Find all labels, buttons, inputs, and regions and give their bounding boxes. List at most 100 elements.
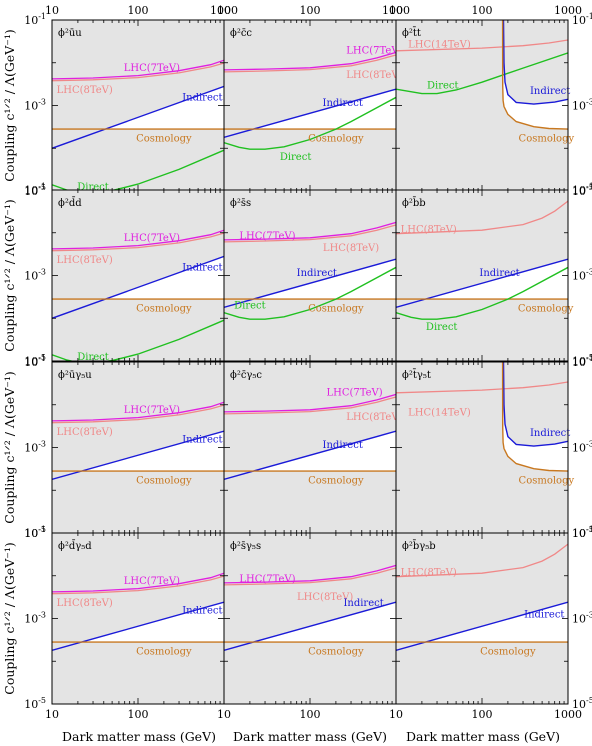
- series-lhc-7tev--line: [52, 59, 224, 80]
- curve-label: LHC(8TeV): [401, 224, 457, 235]
- curve-label: Direct: [427, 81, 459, 92]
- x-tick-label: 100: [300, 708, 321, 721]
- x-tick-label: 1000: [554, 4, 582, 17]
- curve-label: LHC(14TeV): [408, 39, 471, 50]
- panel-title: ϕ²c̄γ₅c: [230, 370, 262, 381]
- series-direct-line: [396, 266, 568, 320]
- curve-label: Direct: [77, 352, 109, 363]
- curve-label: Cosmology: [480, 646, 536, 657]
- x-axis-label: Dark matter mass (GeV): [233, 729, 387, 744]
- series-lhc-7tev--line: [224, 393, 396, 413]
- curve-label: Cosmology: [519, 475, 575, 486]
- curve-label: LHC(7TeV): [239, 231, 295, 242]
- series-lhc-8tev--line: [224, 224, 396, 243]
- series-lhc-7tev--line: [224, 51, 396, 71]
- y-tick-label: 10-3: [24, 98, 46, 113]
- y-tick-label: 10-1: [572, 354, 592, 369]
- series-lhc-8tev--line: [52, 62, 224, 82]
- series-lhc-14tev--line: [396, 39, 568, 52]
- curve-label: Direct: [234, 300, 266, 311]
- x-tick-label: 1000: [382, 4, 410, 17]
- panel-title: ϕ²t̄γ₅t: [402, 369, 431, 381]
- curve-label: LHC(8TeV): [323, 243, 379, 254]
- curve-label: Indirect: [297, 268, 337, 279]
- panel-ug5u: LHC(7TeV) LHC(8TeV) Indirect Cosmology ϕ²ūγ₅…: [2, 354, 225, 540]
- series-lhc-8tev--line: [396, 200, 568, 235]
- series-indirect-line: [52, 255, 224, 319]
- y-tick-label: 10-3: [24, 440, 46, 455]
- x-axis-label: Dark matter mass (GeV): [406, 729, 560, 744]
- series-lhc-14tev--line: [396, 381, 568, 394]
- curve-label: LHC(8TeV): [57, 598, 113, 609]
- axis-labels-group: Dark matter mass (GeV) Dark matter mass …: [62, 729, 560, 744]
- series-indirect-line: [502, 362, 568, 447]
- series-lhc-8tev--line: [224, 396, 396, 415]
- y-tick-label: 10-3: [572, 440, 592, 455]
- curve-label: Cosmology: [136, 303, 192, 314]
- curve-label: LHC(7TeV): [346, 45, 402, 56]
- series-lhc-8tev--line: [224, 54, 396, 73]
- series-lhc-8tev--line: [52, 404, 224, 424]
- y-tick-label: 10-3: [24, 268, 46, 283]
- y-tick-label: 10-3: [24, 611, 46, 626]
- curve-label: LHC(8TeV): [346, 412, 402, 423]
- curve-label: Cosmology: [518, 303, 574, 314]
- x-tick-label: 100: [128, 4, 149, 17]
- curve-label: Indirect: [343, 598, 383, 609]
- curve-label: Indirect: [182, 605, 222, 616]
- series-lhc-7tev--line: [224, 564, 396, 584]
- panel-title: ϕ²d̄γ₅d: [58, 540, 92, 552]
- y-tick-label: 10-5: [24, 696, 46, 711]
- panel-title: ϕ²ūu: [58, 28, 82, 39]
- y-tick-label: 10-1: [572, 525, 592, 540]
- curve-label: Indirect: [479, 268, 519, 279]
- curve-label: LHC(8TeV): [57, 85, 113, 96]
- curve-label: Indirect: [530, 428, 570, 439]
- curve-label: LHC(8TeV): [57, 427, 113, 438]
- panels-group: LHC(7TeV)LHC(8TeV)IndirectCosmologyDirec…: [2, 4, 592, 721]
- curve-label: Direct: [77, 182, 109, 193]
- allowed-region: [503, 362, 568, 472]
- panel-title: ϕ²ūγ₅u: [58, 370, 92, 381]
- y-tick-label: 10-3: [572, 268, 592, 283]
- x-tick-label: 1000: [554, 708, 582, 721]
- y-tick-label: 10-1: [24, 182, 46, 197]
- curve-label: Cosmology: [136, 133, 192, 144]
- x-axis-label: Dark matter mass (GeV): [62, 729, 216, 744]
- curve-label: LHC(8TeV): [297, 592, 353, 603]
- panel-title: ϕ²d̄d: [58, 197, 82, 209]
- x-tick-label: 10: [217, 708, 231, 721]
- panel-tg5t: LHC(14TeV) Indirect Cosmology ϕ²t̄γ₅t 10-1 10…: [395, 354, 592, 540]
- panel-tt: LHC(14TeV) Direct Indirect Cosmology ϕ²t̄t 10…: [389, 4, 592, 198]
- curve-label: LHC(7TeV): [124, 405, 180, 416]
- curve-label: LHC(8TeV): [401, 567, 457, 578]
- curve-label: Indirect: [182, 434, 222, 445]
- curve-label: LHC(14TeV): [408, 408, 471, 419]
- y-tick-label: 10-3: [572, 98, 592, 113]
- curve-label: Direct: [280, 152, 312, 163]
- panel-title: ϕ²s̄γ₅s: [230, 541, 261, 552]
- y-tick-label: 10-1: [572, 182, 592, 197]
- x-tick-label: 100: [128, 708, 149, 721]
- curve-label: LHC(7TeV): [239, 574, 295, 585]
- curve-label: LHC(8TeV): [346, 70, 402, 81]
- series-direct-line: [396, 52, 568, 95]
- panel-uu: LHC(7TeV) LHC(8TeV) Indirect Cosmology Direc…: [2, 4, 238, 198]
- panel-title: ϕ²b̄b: [402, 197, 426, 209]
- x-tick-label: 10: [217, 4, 231, 17]
- panel-title: ϕ²b̄γ₅b: [402, 540, 436, 552]
- x-tick-label: 100: [472, 708, 493, 721]
- panel-title: ϕ²c̄c: [230, 28, 252, 39]
- curve-label: Indirect: [530, 86, 570, 97]
- y-axis-label: Coupling c¹ᐟ² / Λ(GeV⁻¹): [2, 371, 17, 523]
- x-tick-label: 10: [389, 708, 403, 721]
- x-tick-label: 10: [389, 4, 403, 17]
- panel-dg5d: LHC(7TeV) LHC(8TeV) Indirect Cosmology ϕ²d̄γ…: [2, 525, 225, 721]
- series-indirect-line: [52, 85, 224, 149]
- series-lhc-8tev--line: [52, 232, 224, 252]
- y-axis-label: Coupling c¹ᐟ² / Λ(GeV⁻¹): [2, 199, 17, 351]
- curve-label: LHC(7TeV): [124, 63, 180, 74]
- series-lhc-7tev--line: [52, 572, 224, 593]
- y-tick-label: 10-1: [24, 525, 46, 540]
